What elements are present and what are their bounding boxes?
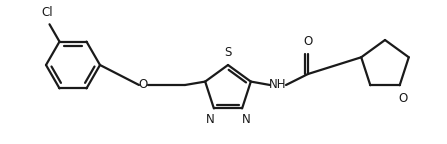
Text: O: O (304, 35, 312, 48)
Text: N: N (206, 113, 214, 126)
Text: NH: NH (269, 78, 287, 91)
Text: O: O (398, 92, 407, 105)
Text: S: S (224, 46, 232, 59)
Text: N: N (242, 113, 250, 126)
Text: O: O (139, 78, 148, 91)
Text: Cl: Cl (42, 6, 53, 19)
